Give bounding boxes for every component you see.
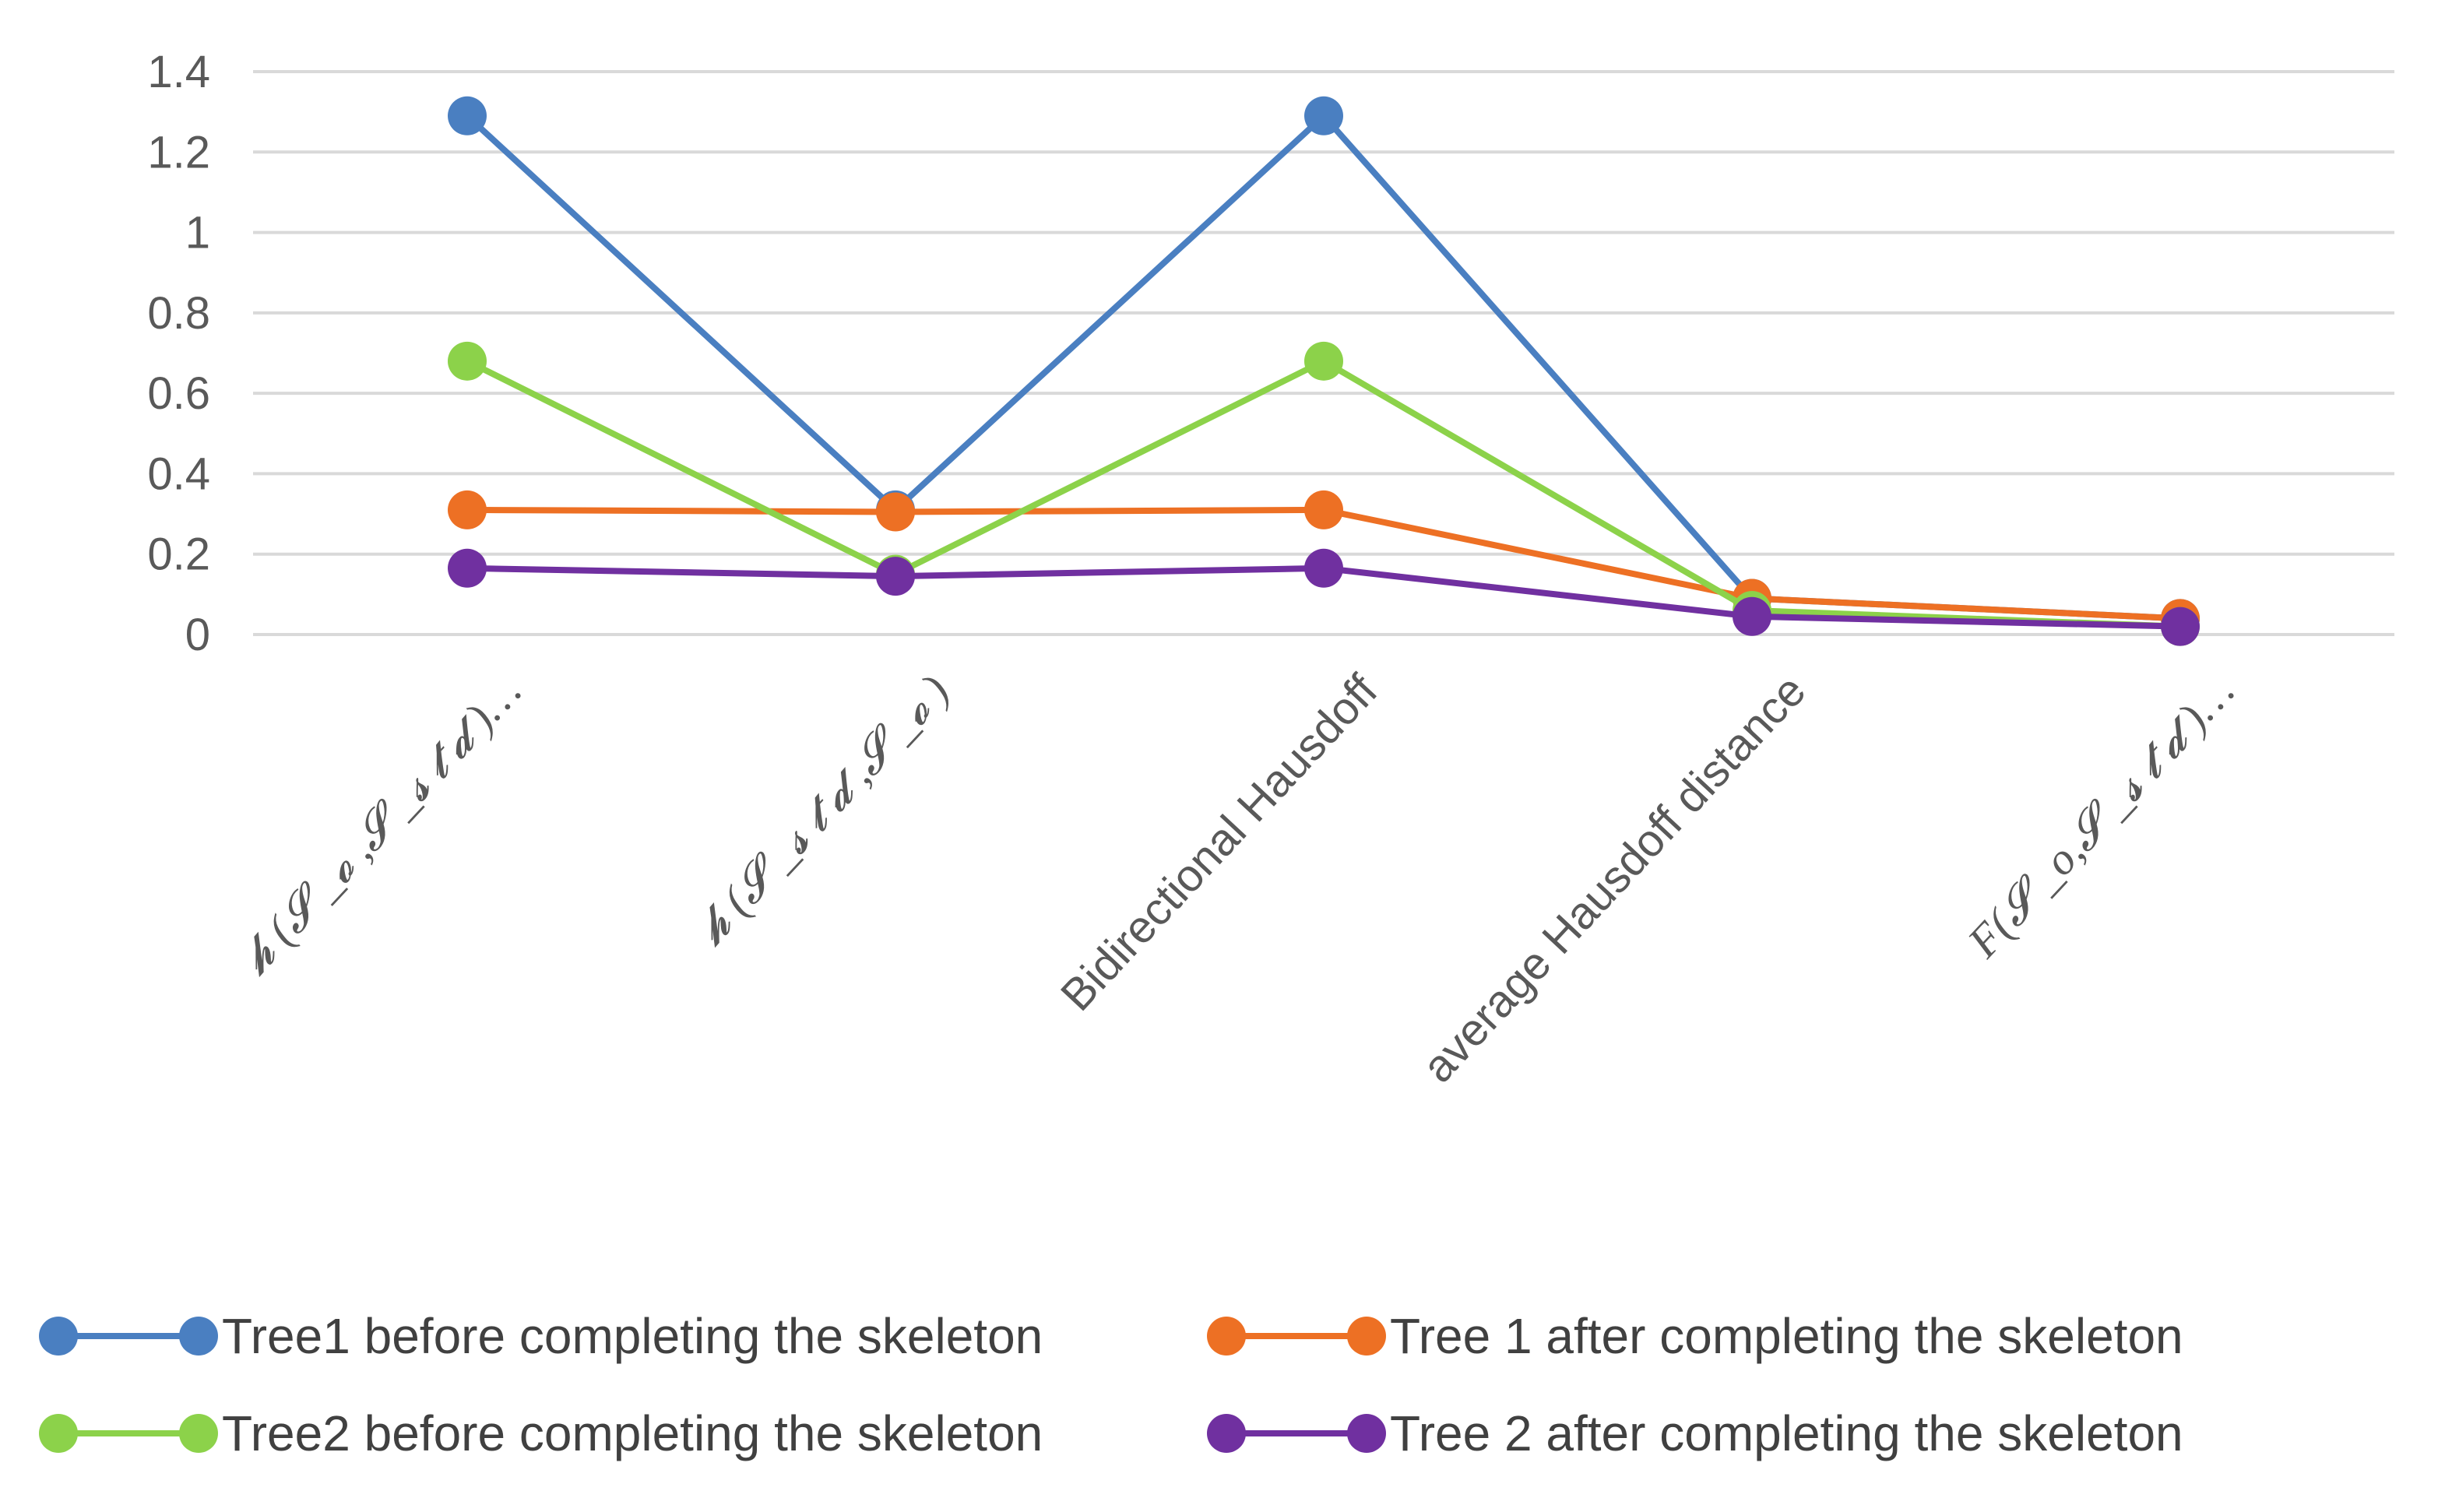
x-category-label: 𝓱 (𝓢 _𝓸 ,𝓢 _𝓼 𝓽 𝓭 )…	[229, 666, 531, 984]
data-point	[876, 557, 915, 596]
legend-item-3: Tree2 before completing the skeleton	[39, 1405, 1043, 1461]
y-tick-label: 0.2	[147, 529, 210, 580]
y-tick-label: 1.4	[147, 47, 210, 97]
data-point	[448, 341, 487, 381]
y-tick-label: 0.6	[147, 368, 210, 419]
data-point	[1304, 548, 1343, 588]
data-point	[1733, 596, 1771, 636]
legend-marker	[39, 1317, 78, 1356]
y-tick-label: 1.2	[147, 127, 210, 178]
series-group	[448, 96, 2200, 646]
legend-item-4: Tree 2 after completing the skeleton	[1207, 1405, 2183, 1461]
legend-marker	[179, 1317, 218, 1356]
y-tick-label: 1	[185, 208, 210, 258]
data-point	[2161, 607, 2200, 646]
data-point	[876, 492, 915, 532]
data-point	[1304, 341, 1343, 381]
legend: Tree1 before completing the skeleton Tree…	[39, 1308, 2183, 1461]
legend-marker	[1207, 1317, 1246, 1356]
legend-item-1: Tree1 before completing the skeleton	[39, 1308, 1043, 1364]
data-point	[448, 96, 487, 135]
data-point	[448, 548, 487, 588]
data-point	[448, 490, 487, 529]
legend-marker	[1347, 1414, 1386, 1453]
data-point	[1304, 490, 1343, 529]
x-category-label: Bidirectional Hausdoff	[1051, 665, 1388, 1021]
data-point	[1304, 96, 1343, 135]
legend-marker	[39, 1414, 78, 1453]
legend-marker	[179, 1414, 218, 1453]
x-axis: 𝓱 (𝓢 _𝓸 ,𝓢 _𝓼 𝓽 𝓭 )… 𝓱 (𝓢 _𝓼 𝓽 𝓭 ,𝓢 _𝓸 ) B…	[229, 665, 2244, 1092]
y-tick-label: 0.4	[147, 448, 210, 499]
y-tick-label: 0	[185, 610, 210, 660]
legend-label: Tree 1 after completing the skeleton	[1390, 1308, 2183, 1364]
legend-label: Tree1 before completing the skeleton	[222, 1308, 1043, 1364]
x-category-label: average Hausdoff distance	[1412, 666, 1815, 1092]
series-4	[448, 548, 2200, 646]
grid-lines	[253, 70, 2394, 636]
legend-item-2: Tree 1 after completing the skeleton	[1207, 1308, 2183, 1364]
y-tick-label: 0.8	[147, 288, 210, 339]
legend-marker	[1347, 1317, 1386, 1356]
legend-label: Tree 2 after completing the skeleton	[1390, 1405, 2183, 1461]
legend-marker	[1207, 1414, 1246, 1453]
x-category-label: F(𝓢 _o,𝓢 _𝓼 𝓽 𝓭 )…	[1958, 666, 2244, 968]
legend-label: Tree2 before completing the skeleton	[222, 1405, 1043, 1461]
x-category-label: 𝓱 (𝓢 _𝓼 𝓽 𝓭 ,𝓢 _𝓸 )	[684, 666, 959, 955]
y-axis: 0 0.2 0.4 0.6 0.8 1 1.2 1.4	[147, 47, 210, 660]
